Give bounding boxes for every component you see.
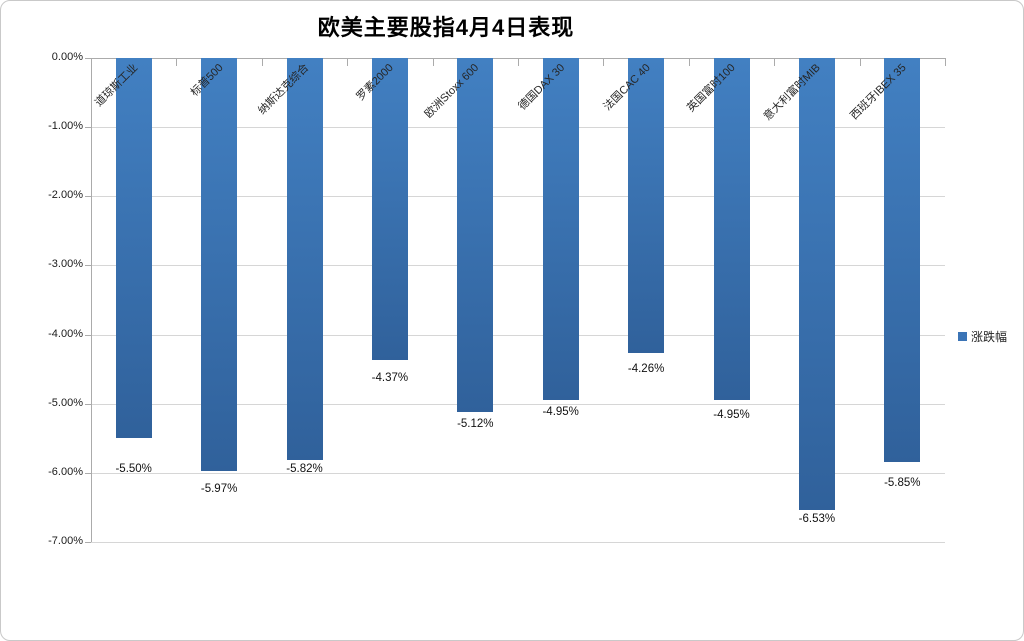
y-gridline [91, 472, 945, 474]
y-gridline [91, 196, 945, 198]
category-axis-tick [432, 58, 434, 66]
y-axis-tick [85, 472, 91, 474]
category-axis-tick [91, 58, 92, 66]
bar-8 [713, 58, 750, 401]
y-axis-tick [85, 196, 91, 198]
y-axis-tick [85, 127, 91, 129]
category-axis-tick [518, 58, 519, 66]
bar-6 [542, 58, 579, 401]
y-axis-tick-label: -5.00% [48, 396, 83, 409]
bar-7 [628, 58, 665, 353]
y-gridline [91, 403, 945, 405]
bar-1 [115, 58, 152, 439]
y-gridline [91, 334, 945, 336]
data-label-8: -4.95% [713, 409, 750, 422]
category-axis-tick [859, 58, 861, 66]
y-axis-tick [85, 542, 91, 543]
category-axis-tick [603, 58, 605, 66]
y-axis-tick [85, 265, 91, 267]
data-label-1: -5.50% [115, 463, 152, 476]
y-axis-tick-label: -6.00% [48, 465, 83, 478]
y-axis-tick-label: -4.00% [48, 327, 83, 340]
y-axis-tick-label: -7.00% [48, 535, 83, 547]
y-axis-tick-label: -1.00% [48, 120, 83, 133]
legend-label: 涨跌幅 [971, 330, 1008, 344]
data-label-5: -5.12% [457, 418, 494, 430]
data-label-4: -4.37% [371, 372, 409, 385]
data-label-3: -5.82% [286, 463, 323, 476]
y-axis-tick-label: 0.00% [51, 51, 83, 63]
legend: 涨跌幅 [958, 328, 1007, 345]
category-axis-tick [688, 58, 690, 66]
data-label-9: -6.53% [798, 512, 836, 525]
data-label-10: -5.85% [884, 477, 921, 490]
data-label-6: -4.95% [542, 406, 579, 419]
category-axis-tick [261, 58, 263, 66]
legend-marker-icon [958, 332, 967, 341]
bar-5 [457, 58, 494, 412]
y-axis-line [91, 58, 92, 542]
y-axis-tick [85, 58, 91, 59]
bar-9 [798, 58, 835, 510]
y-gridline [91, 127, 945, 129]
y-gridline [91, 542, 945, 543]
data-label-7: -4.26% [627, 362, 665, 375]
category-axis-tick [176, 58, 178, 66]
y-axis-tick [85, 334, 91, 336]
bar-3 [286, 58, 323, 461]
bar-10 [884, 58, 921, 463]
y-axis-tick-label: -3.00% [48, 258, 83, 271]
bar-2 [201, 58, 238, 471]
data-label-2: -5.97% [200, 482, 238, 495]
y-gridline [91, 265, 945, 267]
y-axis-tick-label: -2.00% [48, 189, 83, 202]
bar-4 [371, 58, 408, 361]
y-axis-tick [85, 403, 91, 405]
category-axis-tick [945, 58, 946, 66]
category-axis-tick [774, 58, 776, 66]
chart-title: 欧美主要股指4月4日表现 [317, 15, 575, 40]
category-axis-tick [347, 58, 349, 66]
